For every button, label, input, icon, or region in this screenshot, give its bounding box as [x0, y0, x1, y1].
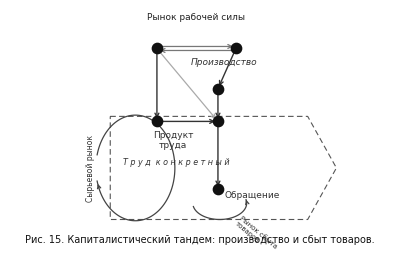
Text: Т р у д  к о н к р е т н ы й: Т р у д к о н к р е т н ы й	[123, 158, 230, 168]
Text: Сырьевой рынок: Сырьевой рынок	[86, 134, 95, 201]
Point	[215, 119, 221, 124]
Text: Рис. 15. Капиталистический тандем: производство и сбыт товаров.: Рис. 15. Капиталистический тандем: произ…	[25, 235, 375, 245]
Point	[215, 87, 221, 91]
Point	[233, 46, 239, 50]
Text: Производство: Производство	[191, 58, 258, 67]
Text: Обращение: Обращение	[224, 191, 280, 200]
Text: Рынок рабочей силы: Рынок рабочей силы	[148, 13, 246, 22]
Point	[154, 46, 160, 50]
Point	[154, 119, 160, 124]
Point	[215, 187, 221, 191]
Text: Продукт
труда: Продукт труда	[153, 130, 193, 150]
Text: Рынок сбыта
товаров: Рынок сбыта товаров	[234, 215, 278, 255]
